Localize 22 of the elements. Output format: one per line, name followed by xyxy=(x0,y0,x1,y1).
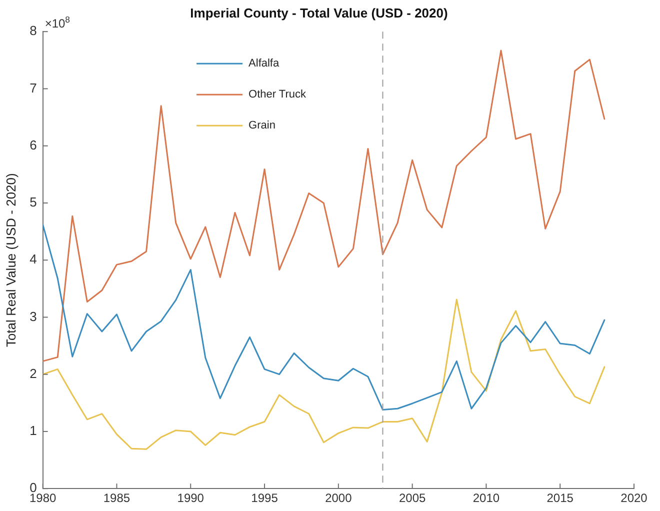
x-tick-label: 1985 xyxy=(103,491,130,506)
x-tick-label: 2015 xyxy=(546,491,574,506)
y-tick-label: 2 xyxy=(30,366,37,381)
y-axis-title: Total Real Value (USD - 2020) xyxy=(3,173,18,348)
x-tick-label: 1995 xyxy=(251,491,278,506)
y-tick-label: 3 xyxy=(30,308,37,324)
y-tick-label: 1 xyxy=(30,423,37,438)
x-tick-label: 2000 xyxy=(325,491,352,506)
y-tick-label: 6 xyxy=(30,137,37,152)
y-tick-label: 5 xyxy=(30,194,37,210)
y-tick-label: 7 xyxy=(30,80,37,96)
legend-label: Grain xyxy=(248,120,276,132)
y-tick-label: 4 xyxy=(30,252,37,267)
x-tick-label: 2010 xyxy=(472,491,500,506)
x-tick-label: 2005 xyxy=(398,491,426,506)
x-tick-label: 2020 xyxy=(620,491,648,506)
legend-label: Other Truck xyxy=(248,88,306,101)
y-tick-label: 8 xyxy=(30,23,37,38)
x-tick-label: 1980 xyxy=(29,491,56,506)
x-tick-label: 1990 xyxy=(177,491,204,506)
legend-label: Alfalfa xyxy=(248,58,280,70)
chart-title: Imperial County - Total Value (USD - 2020) xyxy=(190,5,448,20)
